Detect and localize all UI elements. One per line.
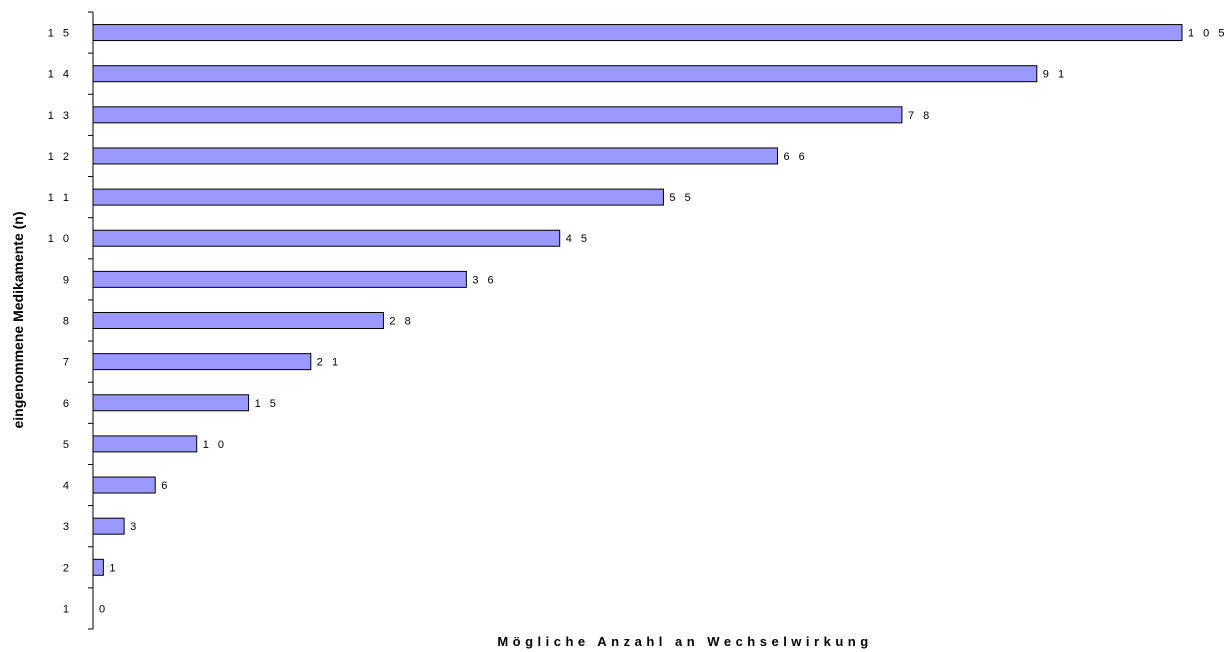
y-tick-label: 9 [63, 274, 72, 286]
y-tick-label: 1 5 [48, 28, 72, 40]
y-tick-label: 1 [63, 603, 72, 615]
y-axis-title: eingenommene Medikamente (n) [10, 211, 26, 428]
bar-value-label: 2 8 [389, 316, 413, 328]
bar-value-label: 1 [109, 562, 118, 574]
bar-3 [92, 517, 125, 535]
y-tick-label: 6 [63, 398, 72, 410]
bar-5 [92, 435, 198, 453]
y-tick-label: 5 [63, 439, 72, 451]
y-tick-label: 3 [63, 521, 72, 533]
bar-10 [92, 229, 561, 247]
bar-11 [92, 188, 664, 206]
bars [92, 24, 1183, 576]
y-tick-label: 8 [63, 316, 72, 328]
bar-9 [92, 270, 467, 288]
bar-value-label: 3 [130, 521, 139, 533]
bar-value-labels: 0 1 3 6 1 0 1 5 2 1 2 8 3 6 4 5 5 5 6 6 7 8 9 1 1 0 5 [99, 28, 1225, 616]
bar-value-label: 6 6 [784, 151, 808, 163]
y-axis-ticks [88, 11, 93, 630]
y-tick-label: 1 1 [48, 192, 72, 204]
bar-2 [92, 558, 104, 576]
y-tick-labels: 1 2 3 4 5 6 7 8 9 1 0 1 1 1 2 1 3 1 4 1 5 [48, 28, 72, 616]
bar-value-label: 2 1 [317, 357, 341, 369]
bar-value-label: 7 8 [908, 110, 932, 122]
bar-value-label: 1 0 [203, 439, 227, 451]
bar-4 [92, 476, 156, 494]
bar-14 [92, 65, 1038, 83]
bar-value-label: 4 5 [566, 233, 590, 245]
bar-value-label: 1 5 [255, 398, 279, 410]
bar-12 [92, 147, 779, 165]
bar-6 [92, 394, 250, 412]
bar-value-label: 3 6 [472, 274, 496, 286]
bar-8 [92, 312, 384, 329]
bar-15 [92, 24, 1183, 42]
bar-value-label: 9 1 [1043, 69, 1067, 81]
x-axis-title: Mögliche Anzahl an Wechselwirkung [497, 634, 872, 649]
bar-value-label: 5 5 [669, 192, 693, 204]
y-tick-label: 4 [63, 480, 72, 492]
bar-13 [92, 106, 903, 124]
y-tick-label: 7 [63, 357, 72, 369]
bar-7 [92, 353, 312, 371]
y-tick-label: 2 [63, 562, 72, 574]
y-tick-label: 1 3 [48, 110, 72, 122]
bar-value-label: 1 0 5 [1188, 28, 1225, 40]
bar-value-label: 0 [99, 603, 108, 615]
y-tick-label: 1 2 [48, 151, 72, 163]
y-tick-label: 1 0 [48, 233, 72, 245]
bar-value-label: 6 [161, 480, 170, 492]
y-tick-label: 1 4 [48, 69, 72, 81]
